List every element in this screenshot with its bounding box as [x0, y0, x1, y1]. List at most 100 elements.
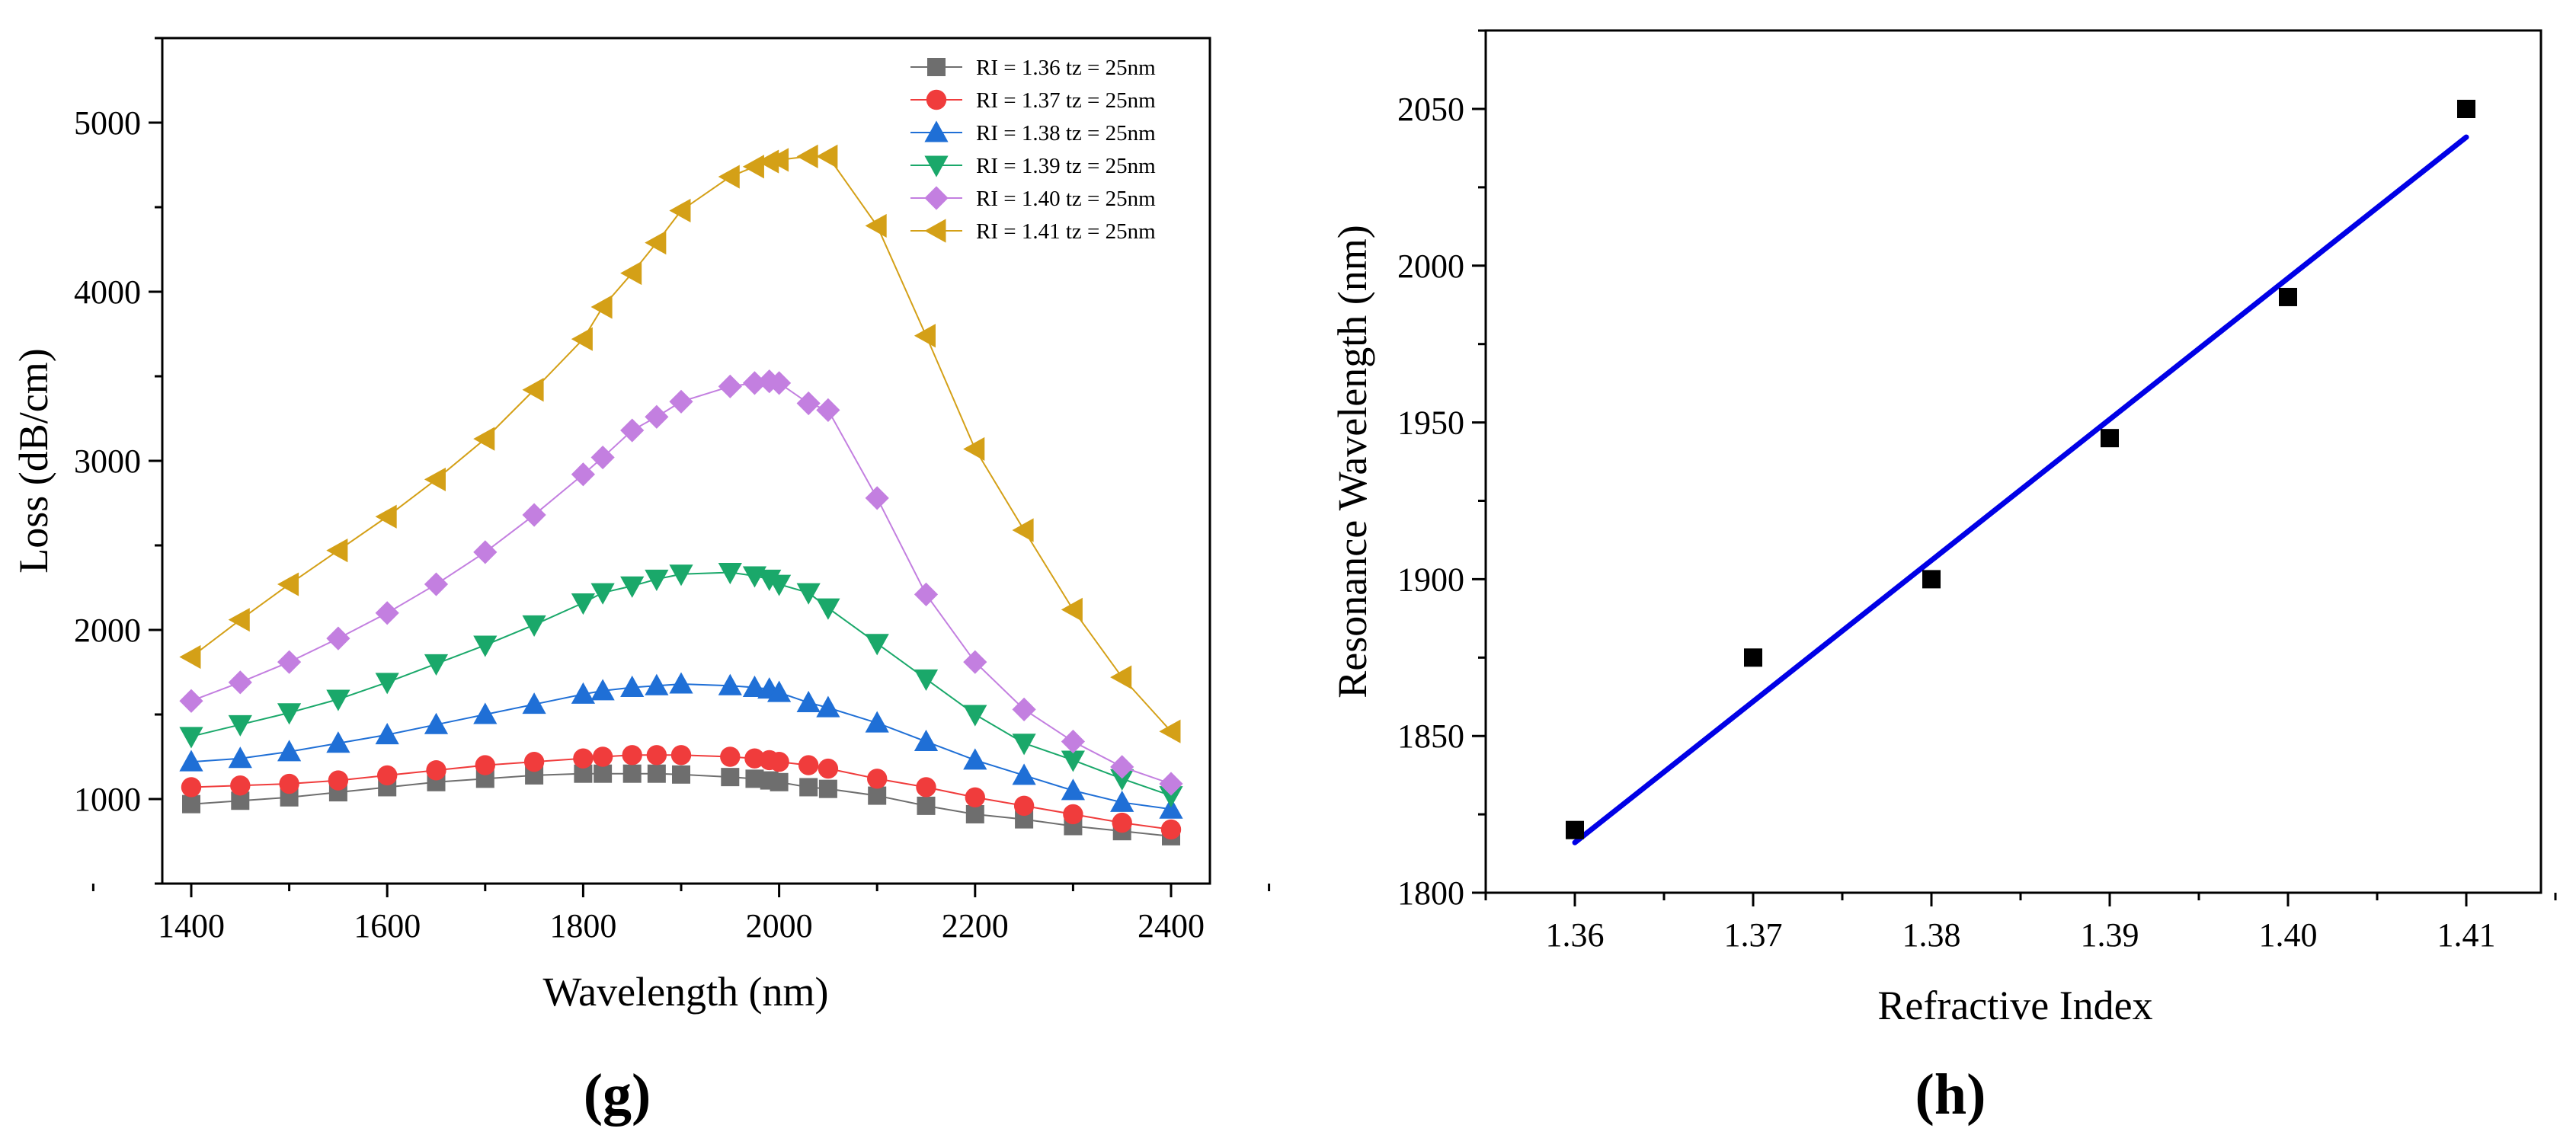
data-point: [818, 758, 839, 779]
data-point: [916, 777, 936, 798]
data-point: [424, 654, 449, 676]
linear-fit: [1572, 134, 2469, 846]
loss-series-group: [179, 144, 1183, 846]
data-point: [645, 231, 667, 255]
series-2: [181, 745, 1182, 840]
data-point: [1159, 797, 1183, 819]
data-point: [647, 764, 666, 783]
y-tick-label: 3000: [74, 443, 141, 480]
data-point: [277, 572, 299, 596]
data-point: [1744, 648, 1762, 667]
data-point: [669, 389, 693, 414]
series-6: [179, 144, 1181, 743]
data-point: [1061, 597, 1083, 622]
data-point: [2101, 429, 2119, 448]
data-point: [228, 670, 252, 695]
x-tick-labels-g: 1400 1600 1800 2000 2200 2400: [158, 907, 1205, 945]
data-point: [2457, 100, 2475, 118]
data-point: [816, 398, 840, 422]
data-point: [522, 692, 546, 714]
data-point: [590, 445, 615, 470]
data-point: [590, 295, 613, 319]
data-point: [914, 669, 939, 691]
legend: RI = 1.36 tz = 25nm RI = 1.37 tz = 25nm RI…: [910, 56, 1156, 244]
data-point: [1061, 750, 1085, 772]
data-point: [742, 155, 764, 179]
x-tick-label: 1.41: [2437, 916, 2496, 954]
data-point: [522, 503, 546, 527]
data-point: [525, 766, 544, 785]
data-point: [426, 760, 446, 781]
data-point: [1159, 719, 1181, 743]
series-5: [179, 369, 1183, 796]
data-point: [1159, 772, 1183, 796]
data-point: [228, 608, 250, 632]
data-point: [818, 779, 837, 798]
data-point: [473, 702, 498, 724]
data-point: [1566, 820, 1584, 839]
data-point: [742, 675, 767, 697]
data-point: [669, 672, 693, 694]
data-point: [963, 436, 985, 462]
legend-label: RI = 1.40 tz = 25nm: [976, 187, 1156, 211]
data-point: [798, 755, 819, 775]
data-point: [914, 582, 939, 606]
data-point: [799, 778, 818, 797]
data-point: [375, 601, 399, 625]
legend-marker: [924, 186, 949, 210]
legend-marker: [924, 120, 949, 142]
axis-ticks-h: [1472, 29, 2557, 906]
data-point: [473, 427, 495, 451]
y-tick-labels-g: 1000 2000 3000 4000 5000: [74, 104, 141, 818]
data-point: [522, 615, 546, 637]
x-tick-label: 1.40: [2259, 916, 2318, 954]
data-point: [744, 748, 765, 769]
data-point: [669, 198, 691, 223]
x-tick-label: 1600: [354, 907, 421, 945]
data-point: [592, 746, 613, 767]
data-point: [1159, 786, 1183, 808]
data-point: [326, 539, 348, 563]
fit-line: [1572, 134, 2469, 846]
data-point: [179, 689, 203, 713]
data-point: [721, 768, 740, 787]
data-point: [1110, 665, 1132, 689]
legend-entry: RI = 1.39 tz = 25nm: [910, 154, 1156, 178]
data-point: [326, 689, 350, 711]
legend-marker: [927, 58, 946, 76]
data-point: [865, 634, 889, 656]
data-point: [796, 391, 821, 416]
y-tick-label: 2000: [1397, 248, 1464, 285]
data-point: [573, 748, 594, 769]
data-point: [816, 144, 838, 168]
data-point: [670, 745, 692, 766]
legend-marker: [924, 219, 946, 243]
y-tick-label: 1950: [1397, 404, 1464, 442]
data-point: [1922, 570, 1941, 589]
y-tick-label: 1000: [74, 781, 141, 818]
x-axis-title-h: Refractive Index: [1877, 983, 2152, 1028]
legend-entry: RI = 1.38 tz = 25nm: [910, 120, 1156, 145]
data-point: [1110, 790, 1134, 812]
data-point: [796, 690, 821, 712]
x-tick-label: 2200: [942, 907, 1009, 945]
data-point: [1063, 804, 1083, 825]
data-point: [277, 703, 302, 725]
series-3: [179, 672, 1183, 819]
panel-label-h: (h): [1915, 1063, 1986, 1127]
data-point: [1012, 763, 1036, 785]
x-tick-label: 2000: [746, 907, 813, 945]
legend-entry: RI = 1.41 tz = 25nm: [910, 219, 1156, 244]
panel-label-g: (g): [584, 1063, 651, 1127]
data-point: [963, 705, 987, 727]
data-point: [571, 682, 595, 704]
data-point: [963, 650, 987, 674]
data-point: [473, 540, 498, 564]
data-point: [767, 148, 789, 172]
data-point: [1110, 755, 1134, 779]
legend-entry: RI = 1.40 tz = 25nm: [910, 186, 1156, 211]
data-point: [718, 673, 742, 695]
data-point: [796, 144, 818, 168]
y-tick-label: 1850: [1397, 718, 1464, 755]
